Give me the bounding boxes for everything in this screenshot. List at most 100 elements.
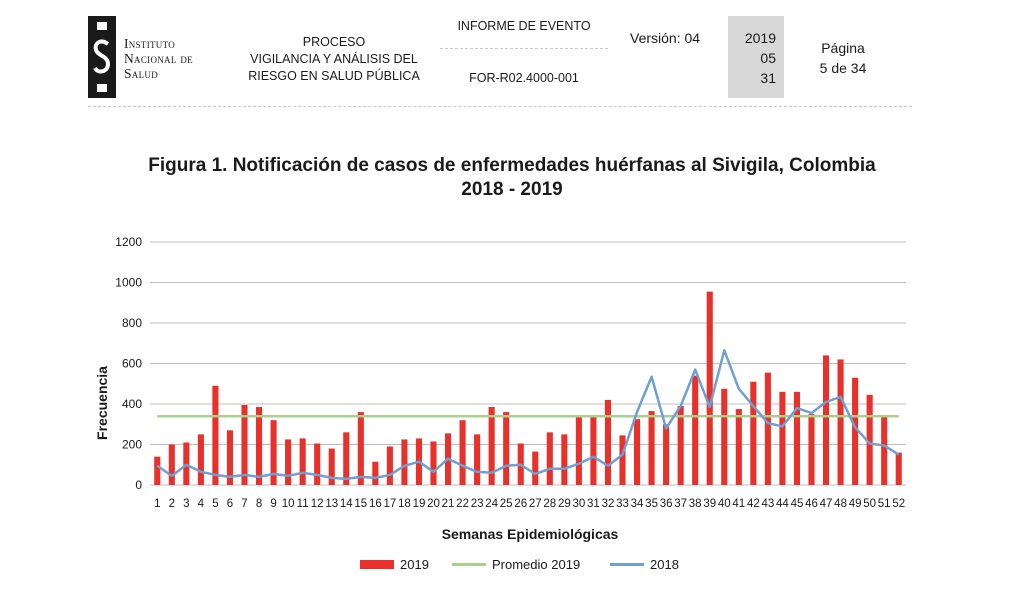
- x-tick-label: 43: [761, 498, 774, 510]
- bar-2019: [750, 381, 757, 485]
- x-tick-label: 31: [587, 498, 600, 510]
- y-tick-label: 1000: [115, 276, 142, 290]
- date-month: 05: [760, 50, 776, 66]
- x-tick-label: 24: [485, 498, 498, 510]
- bar-2019: [343, 432, 350, 485]
- legend-swatch-2018: [610, 563, 644, 566]
- page-value: 5 de 34: [819, 60, 867, 76]
- bars-layer: [154, 291, 902, 485]
- bar-2019: [328, 448, 335, 485]
- x-tick-label: 47: [820, 498, 833, 510]
- x-tick-label: 5: [212, 498, 218, 510]
- x-tick-label: 36: [660, 498, 673, 510]
- x-tick-label: 14: [340, 498, 353, 510]
- x-tick-label: 26: [514, 498, 527, 510]
- bar-2019: [401, 439, 408, 485]
- bar-2019: [779, 391, 786, 485]
- bar-2019: [357, 412, 364, 485]
- date-box: 2019 05 31: [728, 16, 784, 98]
- bar-2019: [241, 405, 248, 485]
- bar-2019: [270, 420, 277, 485]
- legend-item-promedio: Promedio 2019: [452, 557, 580, 572]
- header-divider: [88, 106, 912, 107]
- x-tick-label: 23: [471, 498, 484, 510]
- x-tick-label: 19: [413, 498, 426, 510]
- bar-2019: [430, 441, 437, 485]
- bar-2019: [168, 444, 175, 485]
- y-axis-label: Frecuencia: [94, 366, 110, 440]
- bar-2019: [386, 446, 393, 485]
- date-year: 2019: [744, 30, 776, 46]
- x-tick-label: 13: [325, 498, 338, 510]
- x-tick-label: 12: [311, 498, 324, 510]
- bar-2019: [561, 434, 568, 485]
- bar-2019: [648, 411, 655, 485]
- report-divider: [440, 48, 608, 49]
- y-tick-label: 800: [122, 316, 142, 330]
- version-label: Versión: 04: [630, 30, 701, 46]
- process-block: PROCESO VIGILANCIA Y ANÁLISIS DEL RIESGO…: [248, 34, 420, 85]
- line-2018: [156, 349, 900, 481]
- x-tick-label: 1: [154, 498, 160, 510]
- chart-legend: 2019 Promedio 2019 2018: [340, 557, 740, 577]
- grid-layer: [150, 241, 906, 486]
- logo-text: Instituto Nacional de Salud: [124, 36, 193, 81]
- bar-2019: [735, 409, 742, 485]
- x-tick-label: 51: [878, 498, 891, 510]
- bar-2019: [706, 291, 713, 485]
- bar-2019: [837, 359, 844, 485]
- bar-2019: [692, 375, 699, 485]
- x-tick-label: 8: [256, 498, 262, 510]
- logo-line-2: Nacional de: [124, 51, 193, 66]
- x-tick-label: 49: [849, 498, 862, 510]
- bar-2019: [866, 394, 873, 485]
- x-tick-label: 10: [282, 498, 295, 510]
- x-tick-label: 33: [616, 498, 629, 510]
- x-tick-label: 50: [863, 498, 876, 510]
- y-tick-label: 600: [122, 357, 142, 371]
- y-tick-label: 400: [122, 397, 142, 411]
- x-tick-label: 42: [747, 498, 760, 510]
- x-tick-label: 35: [645, 498, 658, 510]
- x-tick-label: 11: [297, 498, 309, 510]
- x-tick-label: 2: [169, 498, 175, 510]
- x-tick-label: 44: [776, 498, 789, 510]
- ins-logo-icon: [88, 16, 116, 98]
- x-tick-label: 18: [398, 498, 411, 510]
- x-tick-label: 45: [791, 498, 804, 510]
- bar-2019: [154, 456, 161, 485]
- bar-2019: [677, 406, 684, 485]
- x-tick-label: 25: [500, 498, 513, 510]
- x-tick-label: 48: [834, 498, 847, 510]
- bar-2019: [285, 439, 292, 485]
- x-tick-label: 7: [241, 498, 247, 510]
- bar-2019: [895, 452, 902, 485]
- bar-2019: [474, 434, 481, 485]
- bar-2019: [808, 414, 815, 485]
- bar-2019: [212, 385, 219, 485]
- bar-2019: [372, 461, 379, 485]
- x-tick-label: 29: [558, 498, 571, 510]
- figure-title-line-1: Figura 1. Notificación de casos de enfer…: [148, 155, 876, 176]
- bar-2019: [575, 417, 582, 485]
- process-line-2: VIGILANCIA Y ANÁLISIS DEL: [250, 52, 418, 66]
- x-tick-label: 38: [689, 498, 702, 510]
- x-tick-label: 3: [183, 498, 189, 510]
- legend-label-promedio: Promedio 2019: [492, 557, 581, 572]
- x-tick-label: 37: [674, 498, 687, 510]
- process-line-3: RIESGO EN SALUD PÚBLICA: [248, 69, 420, 83]
- bar-2019: [793, 391, 801, 485]
- date-day: 31: [760, 70, 776, 86]
- x-tick-label: 21: [442, 498, 455, 510]
- y-tick-label: 1200: [115, 235, 142, 249]
- bar-2019: [314, 443, 321, 485]
- report-code: FOR-R02.4000-001: [469, 71, 579, 85]
- ins-logo: Instituto Nacional de Salud: [88, 16, 228, 100]
- x-tick-label: 46: [805, 498, 818, 510]
- process-line-1: PROCESO: [302, 35, 366, 49]
- bar-2019: [546, 432, 553, 485]
- bar-2019: [299, 438, 306, 485]
- x-tick-label: 40: [718, 498, 731, 510]
- figure-title: Figura 1. Notificación de casos de enfer…: [90, 154, 934, 202]
